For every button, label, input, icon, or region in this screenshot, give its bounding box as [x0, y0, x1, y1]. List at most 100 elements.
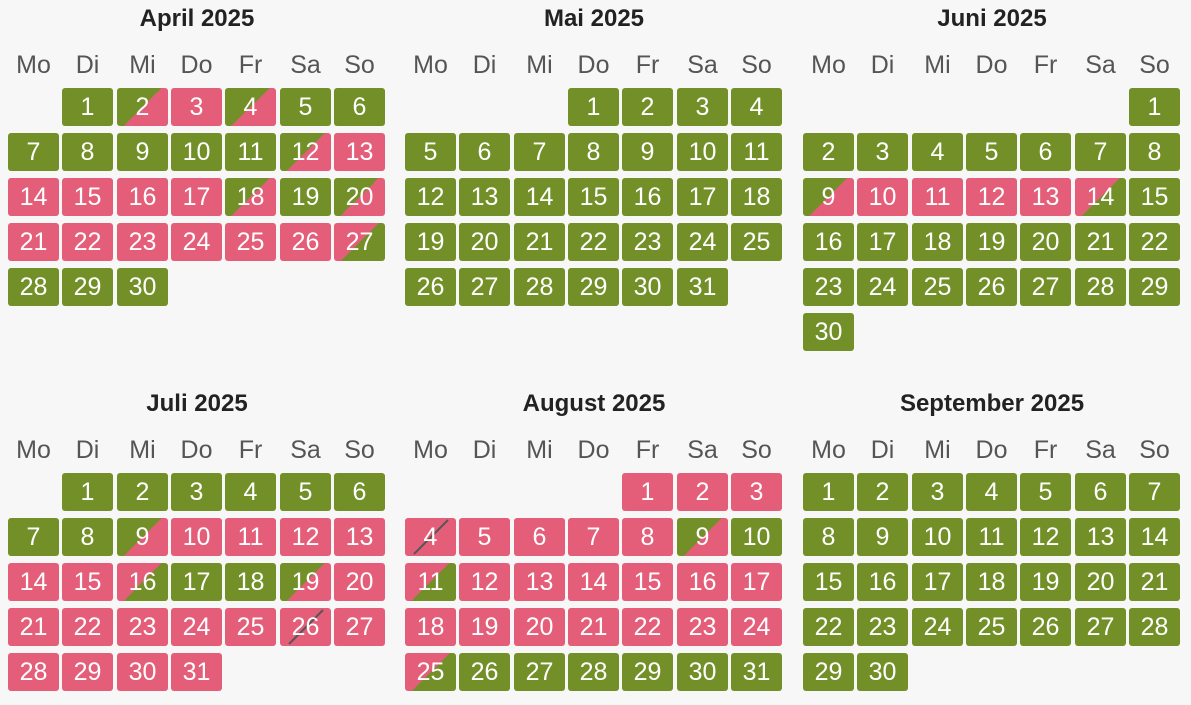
day-cell[interactable]: 19 — [280, 178, 331, 216]
day-cell[interactable]: 26 — [1020, 608, 1071, 646]
day-cell[interactable]: 29 — [803, 653, 854, 691]
day-cell[interactable]: 24 — [731, 608, 782, 646]
day-cell[interactable]: 5 — [459, 518, 510, 556]
day-cell[interactable]: 28 — [1129, 608, 1180, 646]
day-cell[interactable]: 4 — [225, 473, 276, 511]
day-cell[interactable]: 17 — [731, 563, 782, 601]
day-cell[interactable]: 21 — [1129, 563, 1180, 601]
day-cell[interactable]: 1 — [62, 88, 113, 126]
day-cell[interactable]: 9 — [622, 133, 673, 171]
day-cell[interactable]: 7 — [568, 518, 619, 556]
day-cell[interactable]: 26 — [459, 653, 510, 691]
day-cell[interactable]: 8 — [1129, 133, 1180, 171]
day-cell[interactable]: 24 — [171, 608, 222, 646]
day-cell[interactable]: 6 — [334, 88, 385, 126]
day-cell[interactable]: 13 — [1020, 178, 1071, 216]
day-cell[interactable]: 23 — [803, 268, 854, 306]
day-cell[interactable]: 1 — [1129, 88, 1180, 126]
day-cell[interactable]: 6 — [1075, 473, 1126, 511]
day-cell[interactable]: 2 — [857, 473, 908, 511]
day-cell[interactable]: 19 — [966, 223, 1017, 261]
day-cell[interactable]: 17 — [677, 178, 728, 216]
day-cell[interactable]: 5 — [405, 133, 456, 171]
day-cell[interactable]: 7 — [514, 133, 565, 171]
day-cell[interactable]: 12 — [280, 518, 331, 556]
day-cell[interactable]: 2 — [677, 473, 728, 511]
day-cell[interactable]: 20 — [459, 223, 510, 261]
day-cell[interactable]: 6 — [1020, 133, 1071, 171]
day-cell[interactable]: 3 — [171, 88, 222, 126]
day-cell[interactable]: 22 — [568, 223, 619, 261]
day-cell[interactable]: 22 — [803, 608, 854, 646]
day-cell[interactable]: 9 — [117, 133, 168, 171]
day-cell[interactable]: 10 — [912, 518, 963, 556]
day-cell[interactable]: 11 — [731, 133, 782, 171]
day-cell[interactable]: 20 — [334, 563, 385, 601]
day-cell[interactable]: 18 — [225, 563, 276, 601]
day-cell[interactable]: 14 — [8, 178, 59, 216]
day-cell[interactable]: 7 — [1075, 133, 1126, 171]
day-cell[interactable]: 23 — [677, 608, 728, 646]
day-cell[interactable]: 9 — [117, 518, 168, 556]
day-cell[interactable]: 23 — [117, 223, 168, 261]
day-cell[interactable]: 8 — [622, 518, 673, 556]
day-cell[interactable]: 8 — [62, 518, 113, 556]
day-cell[interactable]: 18 — [405, 608, 456, 646]
day-cell[interactable]: 4 — [731, 88, 782, 126]
day-cell[interactable]: 20 — [1020, 223, 1071, 261]
day-cell[interactable]: 23 — [622, 223, 673, 261]
day-cell[interactable]: 26 — [966, 268, 1017, 306]
day-cell[interactable]: 11 — [225, 133, 276, 171]
day-cell[interactable]: 18 — [966, 563, 1017, 601]
day-cell[interactable]: 28 — [8, 653, 59, 691]
day-cell[interactable]: 9 — [803, 178, 854, 216]
day-cell[interactable]: 19 — [280, 563, 331, 601]
day-cell[interactable]: 27 — [459, 268, 510, 306]
day-cell[interactable]: 19 — [405, 223, 456, 261]
day-cell[interactable]: 13 — [459, 178, 510, 216]
day-cell[interactable]: 6 — [334, 473, 385, 511]
day-cell[interactable]: 28 — [514, 268, 565, 306]
day-cell[interactable]: 21 — [514, 223, 565, 261]
day-cell[interactable]: 7 — [8, 518, 59, 556]
day-cell[interactable]: 29 — [568, 268, 619, 306]
day-cell[interactable]: 19 — [1020, 563, 1071, 601]
day-cell[interactable]: 20 — [514, 608, 565, 646]
day-cell[interactable]: 10 — [171, 133, 222, 171]
day-cell[interactable]: 16 — [622, 178, 673, 216]
day-cell[interactable]: 25 — [225, 608, 276, 646]
day-cell[interactable]: 14 — [1129, 518, 1180, 556]
day-cell[interactable]: 16 — [117, 563, 168, 601]
day-cell[interactable]: 27 — [1020, 268, 1071, 306]
day-cell[interactable]: 4 — [912, 133, 963, 171]
day-cell[interactable]: 10 — [857, 178, 908, 216]
day-cell[interactable]: 27 — [1075, 608, 1126, 646]
day-cell[interactable]: 19 — [459, 608, 510, 646]
day-cell[interactable]: 10 — [731, 518, 782, 556]
day-cell[interactable]: 7 — [1129, 473, 1180, 511]
day-cell[interactable]: 31 — [731, 653, 782, 691]
day-cell[interactable]: 30 — [803, 313, 854, 351]
day-cell[interactable]: 26 — [405, 268, 456, 306]
day-cell[interactable]: 13 — [334, 133, 385, 171]
day-cell[interactable]: 13 — [334, 518, 385, 556]
day-cell[interactable]: 12 — [459, 563, 510, 601]
day-cell[interactable]: 22 — [62, 223, 113, 261]
day-cell[interactable]: 24 — [677, 223, 728, 261]
day-cell[interactable]: 28 — [8, 268, 59, 306]
day-cell[interactable]: 9 — [857, 518, 908, 556]
day-cell[interactable]: 27 — [334, 223, 385, 261]
day-cell[interactable]: 10 — [171, 518, 222, 556]
day-cell[interactable]: 21 — [8, 223, 59, 261]
day-cell[interactable]: 17 — [912, 563, 963, 601]
day-cell[interactable]: 26 — [280, 223, 331, 261]
day-cell[interactable]: 29 — [622, 653, 673, 691]
day-cell[interactable]: 21 — [8, 608, 59, 646]
day-cell[interactable]: 10 — [677, 133, 728, 171]
day-cell[interactable]: 24 — [857, 268, 908, 306]
day-cell[interactable]: 7 — [8, 133, 59, 171]
day-cell[interactable]: 4 — [966, 473, 1017, 511]
day-cell[interactable]: 11 — [225, 518, 276, 556]
day-cell[interactable]: 4 — [225, 88, 276, 126]
day-cell[interactable]: 12 — [1020, 518, 1071, 556]
